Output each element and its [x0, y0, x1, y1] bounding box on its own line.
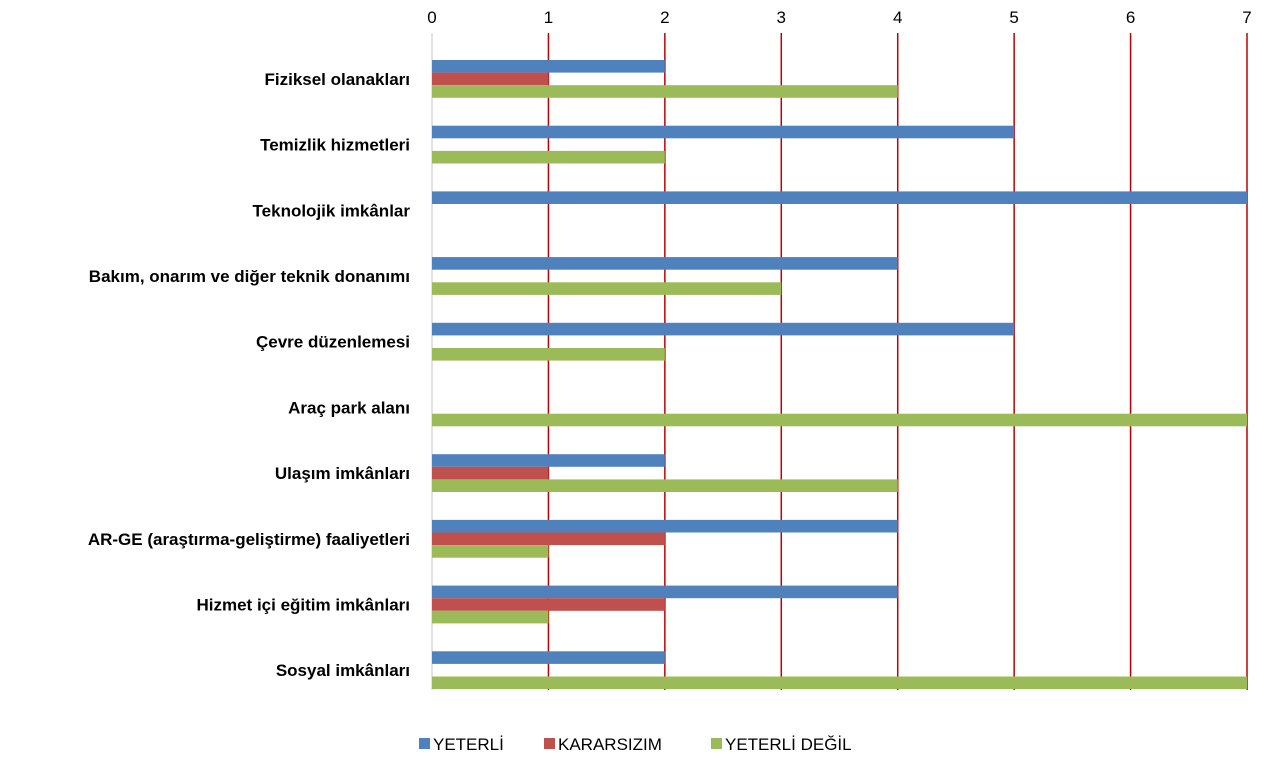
legend-label: KARARSIZIM [558, 735, 662, 754]
bar [432, 454, 665, 467]
x-tick-label: 4 [893, 8, 902, 27]
category-label: Araç park alanı [288, 398, 410, 417]
category-label: AR-GE (araştırma-geliştirme) faaliyetler… [88, 530, 410, 549]
category-label: Hizmet içi eğitim imkânları [196, 596, 410, 615]
bars [432, 60, 1247, 690]
gridlines [547, 33, 1248, 690]
bar [432, 125, 1015, 139]
bar [432, 85, 898, 98]
category-label: Fiziksel olanakları [264, 70, 410, 89]
category-label: Sosyal imkânları [276, 661, 410, 680]
bar [432, 598, 665, 611]
legend-label: YETERLİ DEĞİL [725, 735, 852, 754]
legend-swatch [419, 738, 430, 749]
category-label: Ulaşım imkânları [275, 464, 410, 483]
x-tick-label: 3 [777, 8, 786, 27]
x-tick-label: 6 [1126, 8, 1135, 27]
bar [432, 676, 1247, 690]
x-tick-label: 1 [544, 8, 553, 27]
legend-item: KARARSIZIM [544, 735, 662, 754]
bar [432, 545, 549, 558]
x-tick-label: 0 [427, 8, 436, 27]
bar [432, 60, 665, 73]
bar [432, 532, 665, 546]
x-tick-label: 7 [1242, 8, 1251, 27]
x-tick-labels: 0 1 2 3 4 5 6 7 [427, 8, 1251, 27]
legend-item: YETERLİ DEĞİL [711, 735, 852, 754]
x-tick-label: 5 [1009, 8, 1018, 27]
bar [432, 413, 1247, 427]
bar [432, 322, 1015, 336]
bar [432, 150, 665, 164]
bar [432, 348, 665, 361]
x-tick-label: 2 [660, 8, 669, 27]
bar [432, 585, 898, 599]
category-label: Bakım, onarım ve diğer teknik donanımı [89, 267, 410, 286]
legend-swatch [544, 738, 555, 749]
category-labels: Fiziksel olanakları Temizlik hizmetleri Te… [88, 70, 411, 680]
bar [432, 257, 898, 270]
category-label: Teknolojik imkânlar [253, 201, 411, 220]
bar [432, 610, 549, 624]
bar [432, 519, 898, 533]
bar [432, 72, 549, 86]
bar [432, 479, 898, 492]
bar [432, 466, 549, 480]
bar [432, 651, 665, 664]
legend-swatch [711, 738, 722, 749]
bar [432, 191, 1247, 204]
category-label: Çevre düzenlemesi [256, 333, 410, 352]
legend-label: YETERLİ [433, 735, 504, 754]
legend-item: YETERLİ [419, 735, 504, 754]
category-label: Temizlik hizmetleri [260, 136, 410, 155]
bar [432, 282, 782, 295]
legend: YETERLİ KARARSIZIM YETERLİ DEĞİL [419, 735, 852, 754]
